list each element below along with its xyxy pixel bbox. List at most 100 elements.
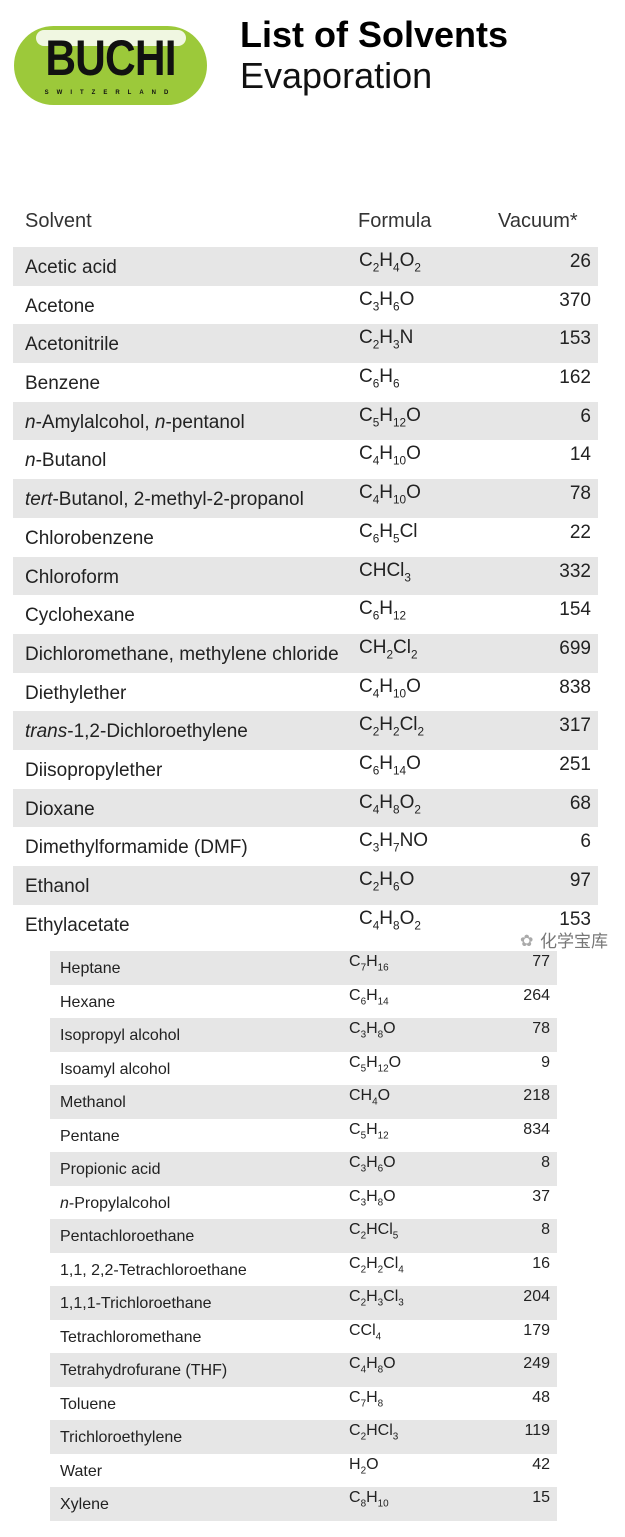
name-text: Trichloroethylene <box>60 1429 183 1446</box>
table-row: Ethylacetate C4H8O2 153 <box>13 905 598 944</box>
solvent-name: Diisopropylether <box>25 760 162 782</box>
solvent-name: Hexane <box>60 994 115 1012</box>
formula-subscript: 7 <box>360 1397 367 1409</box>
formula-subscript: 2 <box>377 1263 384 1275</box>
formula-element: C <box>349 1288 361 1305</box>
formula-element: H <box>366 1120 378 1138</box>
formula-element: H <box>366 1154 378 1171</box>
formula-subscript: 3 <box>372 841 380 855</box>
formula-element: H <box>379 404 394 426</box>
formula-element: H <box>379 250 394 271</box>
formula-subscript: 5 <box>372 416 380 430</box>
formula-element: O <box>399 250 415 271</box>
formula-subscript: 3 <box>360 1163 367 1175</box>
table-row: Dichloromethane, methylene chloride CH2Cl… <box>13 633 598 673</box>
solvent-name: Pentane <box>60 1128 120 1146</box>
vacuum-value: 26 <box>569 251 591 272</box>
formula-element: Cl <box>399 714 418 736</box>
table-row: Cyclohexane C6H12 154 <box>13 595 598 634</box>
name-text: -Propylalcohol <box>68 1194 171 1212</box>
column-header-solvent: Solvent <box>25 210 92 232</box>
vacuum-value: 15 <box>532 1489 550 1506</box>
vacuum-value: 119 <box>524 1422 550 1439</box>
table-row: Methanol CH4O 218 <box>50 1085 557 1119</box>
formula-element: C <box>359 520 373 542</box>
table-row: Acetic acid C2H4O2 26 <box>13 247 598 286</box>
solvent-name: 1,1, 2,2-Tetrachloroethane <box>60 1262 247 1280</box>
formula-subscript: 3 <box>377 1297 384 1309</box>
formula-element: C <box>359 907 373 929</box>
solvent-table-main: Acetic acid C2H4O2 26 Acetone C3H6O 370 Aceton… <box>13 247 598 943</box>
formula-element: O <box>399 288 415 310</box>
name-text: Pentachloroethane <box>60 1228 195 1245</box>
formula-element: H <box>379 675 394 697</box>
formula-element: C <box>359 288 373 310</box>
formula-subscript: 6 <box>372 764 380 778</box>
formula-element: H <box>379 791 394 813</box>
formula-subscript: 6 <box>377 1163 384 1175</box>
solvent-name: n-Amylalcohol, n-pentanol <box>25 412 245 434</box>
formula-element: H <box>349 1455 361 1473</box>
solvent-name: Methanol <box>60 1094 126 1112</box>
formula: C4H10O <box>359 676 421 700</box>
formula: C6H6 <box>359 366 400 390</box>
name-text: -pentanol <box>165 411 245 433</box>
vacuum-value: 153 <box>559 328 591 350</box>
solvent-name: Dioxane <box>25 799 95 821</box>
vacuum-value: 6 <box>580 405 591 427</box>
name-text: Cyclohexane <box>25 605 135 627</box>
formula-subscript: 7 <box>360 962 367 974</box>
name-text: Diethylether <box>25 682 127 704</box>
formula-subscript: 5 <box>393 532 400 546</box>
formula: C2H2Cl4 <box>349 1255 404 1275</box>
table-row: 1,1,1-Trichloroethane C2H3Cl3 204 <box>50 1286 557 1320</box>
formula-subscript: 7 <box>393 841 400 855</box>
formula-element: HCl <box>366 1221 393 1238</box>
formula-element: C <box>359 250 373 271</box>
formula: C4H8O2 <box>359 908 421 932</box>
name-text: Dichloromethane, methylene chloride <box>25 643 339 665</box>
formula-element: Cl <box>383 1288 399 1305</box>
name-text: Acetic acid <box>25 257 117 278</box>
formula-element: H <box>366 1020 378 1037</box>
formula: C4H10O <box>359 482 421 506</box>
italic-prefix: tert <box>25 489 53 511</box>
italic-prefix: n <box>60 1194 69 1212</box>
formula-subscript: 2 <box>414 261 421 275</box>
formula: C5H12O <box>359 405 421 429</box>
formula-element: CH <box>359 636 387 658</box>
formula-subscript: 3 <box>393 338 400 352</box>
table-row: Tetrahydrofurane (THF) C4H8O 249 <box>50 1353 557 1387</box>
table-row: Tetrachloromethane CCl4 179 <box>50 1320 557 1354</box>
formula-subscript: 2 <box>414 918 421 932</box>
formula-element: O <box>399 907 415 929</box>
formula-element: H <box>366 1489 378 1506</box>
formula-element: H <box>366 1288 378 1305</box>
formula-subscript: 6 <box>372 377 380 391</box>
solvent-name: n-Propylalcohol <box>60 1195 170 1213</box>
formula-element: H <box>379 598 394 620</box>
table-row: Ethanol C2H6O 97 <box>13 866 598 905</box>
formula-element: C <box>359 869 373 890</box>
formula-subscript: 2 <box>372 880 380 894</box>
formula-element: O <box>366 1455 379 1473</box>
table-row: Acetonitrile C2H3N 153 <box>13 324 598 364</box>
vacuum-value: 154 <box>559 599 591 621</box>
formula-element: NO <box>399 830 429 852</box>
formula-element: C <box>359 675 373 697</box>
name-text: Dimethylformamide (DMF) <box>25 837 248 859</box>
table-row: Water H2O 42 <box>50 1454 557 1488</box>
formula-subscript: 6 <box>360 995 367 1007</box>
formula-subscript: 6 <box>393 880 400 894</box>
formula: C7H16 <box>349 953 389 973</box>
formula: C6H14 <box>349 987 389 1007</box>
vacuum-value: 16 <box>532 1254 550 1272</box>
solvent-name: Tetrahydrofurane (THF) <box>60 1362 227 1380</box>
formula-element: H <box>366 1187 378 1205</box>
table-row: Benzene C6H6 162 <box>13 363 598 402</box>
formula-subscript: 12 <box>393 609 407 623</box>
formula-subscript: 10 <box>393 493 407 507</box>
table-row: Hexane C6H14 264 <box>50 985 557 1019</box>
column-header-formula: Formula <box>358 210 432 232</box>
italic-prefix: n <box>25 450 36 472</box>
